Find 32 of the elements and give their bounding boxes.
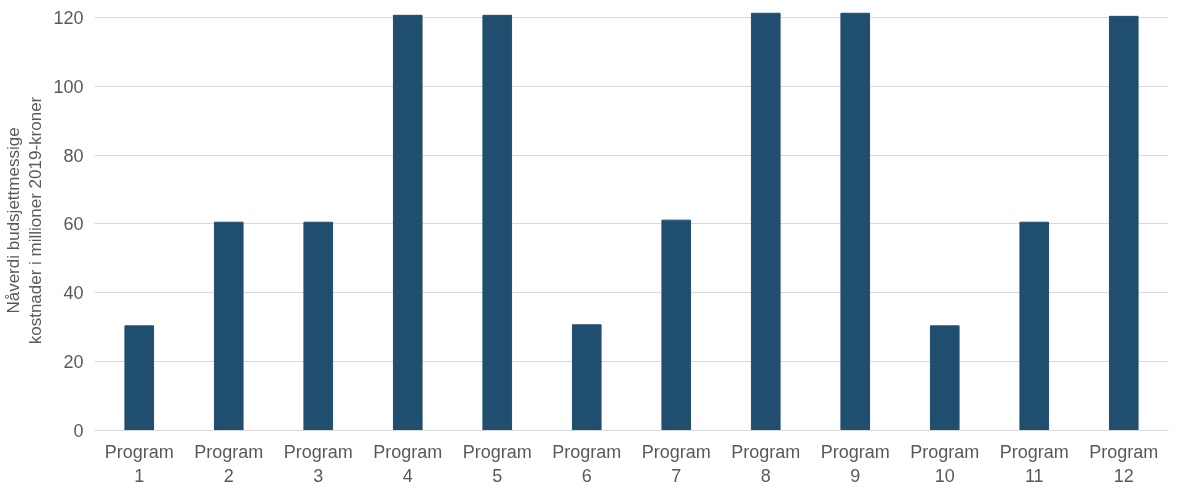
y-tick-label: 80: [63, 145, 84, 166]
y-tick-label: 60: [63, 214, 84, 235]
bar: [661, 219, 692, 431]
bar: [392, 14, 423, 431]
x-tick-label: Program 2: [194, 441, 264, 486]
bar: [750, 12, 781, 431]
x-tick-label: Program 4: [373, 441, 443, 486]
x-tick-label: Program 11: [999, 441, 1069, 486]
x-tick-label: Program 12: [1089, 441, 1159, 486]
bar: [571, 324, 602, 431]
x-tick-label: Program 5: [462, 441, 532, 486]
x-tick-label: Program 3: [283, 441, 353, 486]
bar: [840, 12, 871, 431]
y-tick-label: 0: [73, 421, 84, 441]
y-tick-label: 40: [63, 283, 84, 304]
bar: [482, 14, 513, 431]
bar: [929, 325, 960, 431]
x-tick-label: Program 8: [731, 441, 801, 486]
x-tick-label: Program 1: [104, 441, 174, 486]
x-tick-label: Program 9: [820, 441, 890, 486]
bar: [303, 221, 334, 431]
bar: [213, 221, 244, 431]
y-axis-title: Nåverdi budsjettmessige kostnader i millioner 2019-kroner: [3, 96, 46, 345]
x-tick-label: Program 7: [641, 441, 711, 486]
x-tick-label: Program 6: [552, 441, 622, 486]
bar: [1108, 15, 1139, 431]
bar: [1019, 221, 1050, 431]
bar: [124, 325, 155, 431]
y-tick-label: 120: [53, 7, 84, 28]
x-tick-label: Program 10: [910, 441, 980, 486]
y-tick-label: 100: [53, 76, 84, 97]
y-tick-label: 20: [63, 352, 84, 373]
